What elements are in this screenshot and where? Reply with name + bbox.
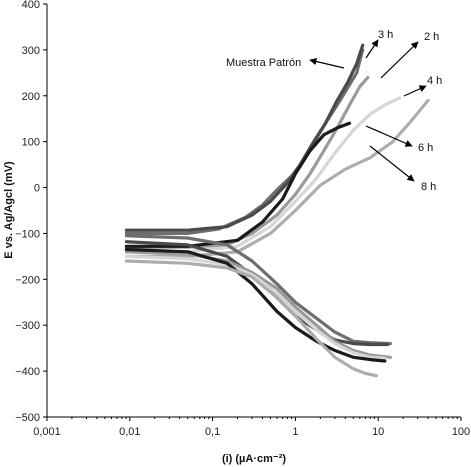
axes: [46, 4, 461, 418]
y-tick-label: 100: [22, 137, 40, 149]
y-tick-label: −300: [15, 320, 40, 332]
series-line-2-h: [124, 75, 370, 249]
y-ticks: −500 −400 −300 −200 −100 0 100 200 300 400: [15, 0, 47, 424]
x-tick-label: 0,1: [205, 426, 220, 438]
y-tick-label: −400: [15, 366, 40, 378]
y-tick-label: −500: [15, 412, 40, 424]
x-tick-label: 100: [452, 426, 470, 438]
y-tick-label: −100: [15, 228, 40, 240]
annotation-2h-arrow: [380, 41, 419, 79]
annotation-8h-arrow: [369, 145, 415, 182]
annotation-6h-label: 6 h: [418, 142, 433, 154]
series-line-8-h-catodica: [124, 259, 378, 378]
annotation-4h-label: 4 h: [427, 75, 442, 87]
x-tick-label: 0,01: [119, 426, 140, 438]
annotation-6h-arrow: [365, 125, 413, 147]
annotation-muestra-patron-label: Muestra Patrón: [226, 57, 301, 69]
series-line-6-h-catodica: [124, 247, 387, 363]
series-line-4-h: [124, 96, 401, 254]
annotation-4h-arrow: [403, 85, 427, 97]
annotations: Muestra Patrón 3 h 2 h 4 h 6 h 8 h: [226, 29, 442, 193]
annotation-8h-label: 8 h: [421, 181, 436, 193]
series-line-4-h-catodica: [124, 254, 387, 360]
x-ticks: 0,001 0,01 0,1 1 10 100: [33, 417, 470, 438]
series-line-muestra-patron: [124, 48, 365, 235]
y-axis-title: E vs. Ag/Agcl (mV): [3, 161, 15, 259]
x-tick-label: 10: [372, 426, 384, 438]
y-tick-label: 300: [22, 45, 40, 57]
series-line-3-h: [124, 43, 365, 232]
annotation-3h-arrow: [365, 39, 379, 59]
annotation-2h-label: 2 h: [424, 31, 439, 43]
x-axis-title: (i) (µA·cm⁻²): [222, 453, 286, 465]
series-line-muestra-patron-catodica: [124, 234, 392, 346]
x-tick-label: 0,001: [33, 426, 61, 438]
y-tick-label: 0: [34, 183, 40, 195]
series-line-6-h: [124, 121, 352, 248]
series-group: [124, 43, 430, 378]
y-tick-label: 400: [22, 0, 40, 11]
annotation-3h-label: 3 h: [378, 29, 393, 41]
y-tick-label: 200: [22, 91, 40, 103]
y-tick-label: −200: [15, 274, 40, 286]
x-tick-label: 1: [292, 426, 298, 438]
annotation-muestra-patron-arrow: [309, 57, 345, 69]
